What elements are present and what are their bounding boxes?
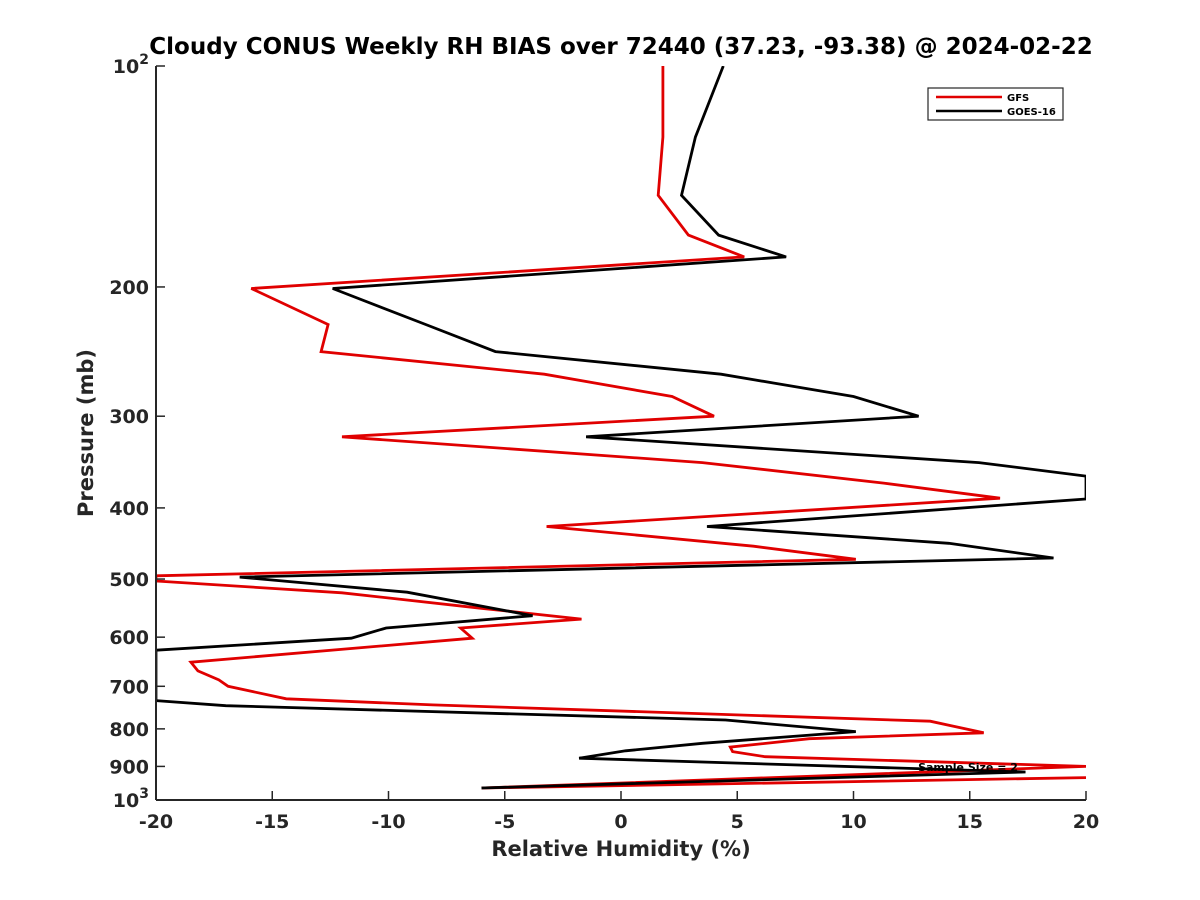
x-tick-label: -5: [494, 811, 515, 833]
x-tick-label: -20: [139, 811, 173, 833]
y-tick-label: 900: [109, 756, 149, 778]
legend-label-gfs: GFS: [1007, 93, 1029, 104]
x-tick-label: 20: [1073, 811, 1099, 833]
sample-size-annotation: Sample Size = 2: [918, 761, 1018, 774]
y-tick-label: 800: [109, 719, 149, 741]
x-tick-label: -15: [255, 811, 289, 833]
x-axis-ticks: -20 -15 -10 -5 0 5 10 15 20: [139, 791, 1099, 833]
x-tick-label: 5: [731, 811, 744, 833]
y-axis-label: Pressure (mb): [74, 349, 98, 517]
y-tick-label: 300: [109, 406, 149, 428]
plot-area: [156, 66, 1086, 800]
series-layer: [156, 66, 1086, 790]
y-tick-label: 700: [109, 676, 149, 698]
series-line-gfs: [156, 66, 1086, 790]
y-tick-label: 102: [113, 52, 149, 78]
x-tick-label: 15: [957, 811, 983, 833]
x-tick-label: 0: [614, 811, 627, 833]
y-tick-label: 103: [113, 786, 149, 812]
legend-box: [927, 87, 1064, 121]
x-axis-label: Relative Humidity (%): [491, 837, 750, 861]
y-tick-label: 400: [109, 498, 149, 520]
y-tick-label: 500: [109, 569, 149, 591]
x-tick-label: -10: [371, 811, 405, 833]
legend-label-goes16: GOES-16: [1007, 107, 1056, 118]
y-tick-label: 600: [109, 627, 149, 649]
y-tick-label: 200: [109, 277, 149, 299]
chart-title: Cloudy CONUS Weekly RH BIAS over 72440 (…: [149, 34, 1092, 60]
y-axis-ticks: 102 200 300 400 500 600 700 800 900 103: [109, 52, 165, 812]
series-line-goes16: [156, 66, 1086, 790]
legend: GFS GOES-16: [927, 87, 1064, 121]
x-tick-label: 10: [840, 811, 866, 833]
